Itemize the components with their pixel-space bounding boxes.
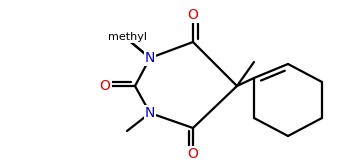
Text: O: O — [188, 147, 198, 161]
Text: O: O — [188, 8, 198, 22]
Text: N: N — [145, 106, 155, 120]
Text: N: N — [145, 51, 155, 65]
Text: methyl: methyl — [108, 32, 147, 42]
Text: O: O — [100, 79, 111, 93]
